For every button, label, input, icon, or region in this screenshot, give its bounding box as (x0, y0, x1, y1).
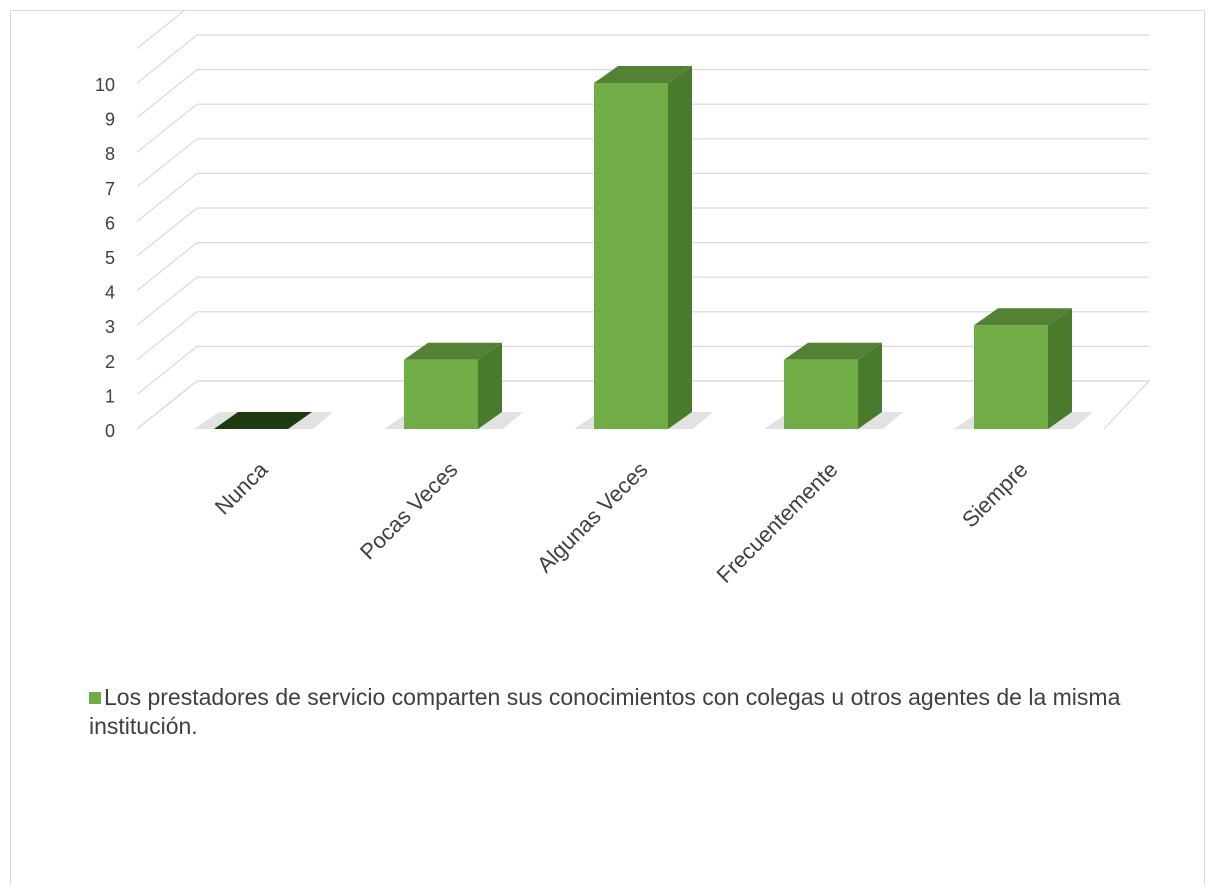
legend: Los prestadores de servicio comparten su… (89, 683, 1169, 741)
bar-top (784, 342, 882, 360)
bar-side (858, 342, 882, 429)
x-tick-label: Algunas Veces (532, 457, 653, 578)
bar-chart-3d: 0 1 2 3 4 5 6 7 8 9 10 Nunca Pocas Veces Algunas Vece… (95, 11, 1151, 588)
gridline (136, 242, 1149, 292)
gridline (136, 103, 1149, 153)
y-tick-label: 6 (105, 213, 115, 233)
y-tick-label: 0 (105, 421, 115, 441)
legend-swatch (89, 692, 101, 704)
y-tick-label: 7 (105, 179, 115, 199)
gridline (136, 276, 1149, 326)
bar-top (404, 342, 502, 360)
y-tick-label: 1 (105, 386, 115, 406)
bar-top (974, 308, 1072, 326)
x-tick-label: Frecuentemente (712, 457, 843, 588)
y-tick-label: 5 (105, 248, 115, 268)
gridline (136, 34, 1149, 84)
gridline (136, 11, 185, 49)
y-tick-label: 9 (105, 110, 115, 130)
bar-side (478, 342, 502, 429)
y-tick-label: 10 (95, 75, 115, 95)
y-tick-label: 2 (105, 352, 115, 372)
x-tick-label: Pocas Veces (355, 457, 463, 565)
gridline (136, 68, 1149, 119)
bar-side (668, 66, 692, 429)
chart-area: 0 1 2 3 4 5 6 7 8 9 10 Nunca Pocas Veces Algunas Vece… (10, 10, 1205, 885)
bar (214, 412, 312, 429)
bar-side (1048, 308, 1072, 429)
gridline (136, 311, 1149, 361)
bar (784, 359, 858, 429)
y-tick-label: 3 (105, 317, 115, 337)
gridline (136, 207, 1149, 257)
bar-top (594, 66, 692, 83)
x-tick-label: Siempre (957, 457, 1033, 533)
bar (404, 359, 478, 429)
y-tick-label: 8 (105, 144, 115, 164)
gridline (136, 172, 1149, 222)
x-tick-label: Nunca (210, 456, 273, 519)
legend-label: Los prestadores de servicio comparten su… (89, 684, 1121, 739)
bar (594, 83, 668, 429)
y-tick-label: 4 (105, 283, 115, 303)
bar (974, 325, 1048, 429)
gridline (136, 138, 1149, 188)
